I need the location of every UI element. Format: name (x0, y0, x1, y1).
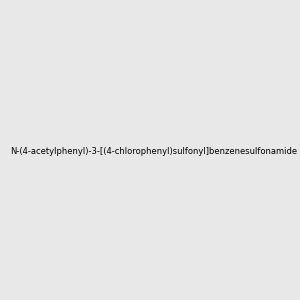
Text: N-(4-acetylphenyl)-3-[(4-chlorophenyl)sulfonyl]benzenesulfonamide: N-(4-acetylphenyl)-3-[(4-chlorophenyl)su… (10, 147, 297, 156)
